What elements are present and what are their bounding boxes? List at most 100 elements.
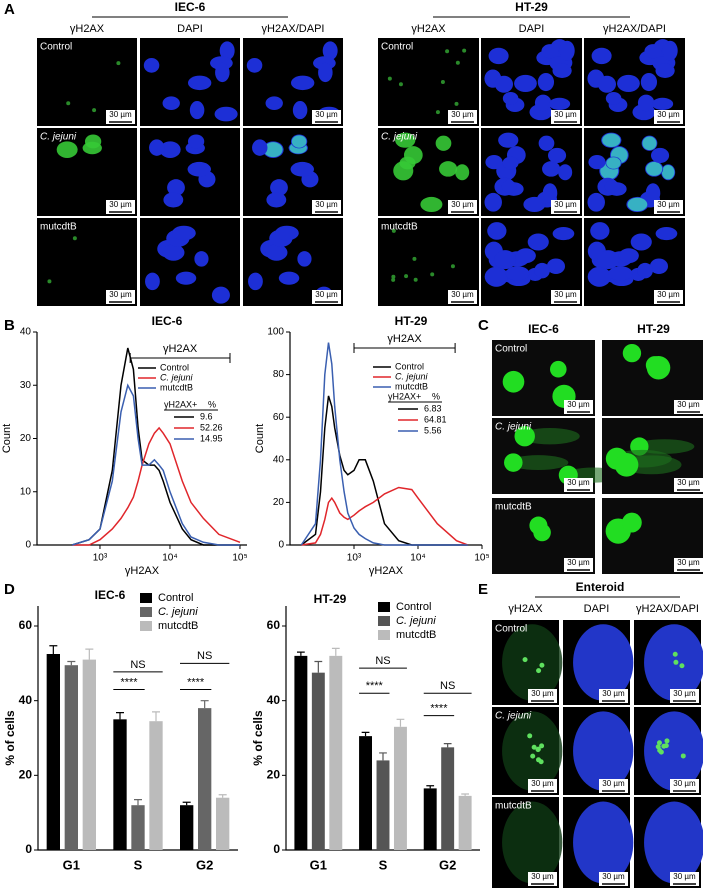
nucleus-merge: [606, 157, 621, 169]
scale-bar-box: [528, 689, 557, 703]
scale-bar-box: [106, 110, 135, 124]
series-line: [301, 486, 469, 546]
nucleus: [266, 192, 287, 208]
nucleus: [487, 222, 507, 240]
bar: [131, 805, 145, 850]
nucleus: [558, 164, 573, 181]
scale-bar-box: [564, 478, 593, 492]
column-label: γH2AX: [508, 603, 543, 615]
significance-label: NS: [130, 659, 145, 671]
y-tick-label: 40: [273, 454, 285, 465]
nucleus: [399, 156, 416, 170]
scale-bar-box: [528, 779, 557, 793]
enteroid: [573, 711, 634, 791]
scale-bar-label: 30 µm: [657, 110, 680, 119]
foci: [440, 80, 445, 85]
nucleus: [162, 96, 180, 110]
foci: [430, 272, 435, 277]
foci: [539, 662, 545, 668]
nucleus: [214, 106, 238, 122]
scale-bar-label: 30 µm: [531, 872, 554, 881]
nucleus: [534, 94, 552, 112]
nucleus: [538, 135, 555, 151]
legend-label: Control: [158, 592, 193, 604]
nucleus: [297, 251, 312, 267]
nucleus: [162, 244, 185, 261]
legend-swatch: [378, 630, 390, 640]
chart-title: IEC-6: [95, 588, 126, 602]
scale-bar-box: [551, 200, 580, 214]
nucleus: [649, 258, 669, 275]
legend-label: C. jejuni: [158, 606, 198, 618]
foci: [672, 651, 678, 657]
series-line: [72, 426, 241, 546]
nucleus: [587, 192, 605, 212]
scale-bar-box: [448, 290, 477, 304]
table-header: %: [432, 391, 440, 401]
nucleus: [655, 227, 678, 241]
foci: [535, 746, 541, 752]
nucleus: [618, 248, 639, 264]
error-bar: [49, 645, 58, 654]
gate-label: γH2AX: [387, 333, 422, 345]
nucleus: [274, 225, 299, 241]
foci: [404, 274, 409, 279]
foci: [454, 101, 459, 106]
gate: [129, 353, 231, 363]
nucleus: [292, 101, 308, 120]
bar: [329, 655, 343, 850]
column-label: γH2AX/DAPI: [262, 23, 325, 35]
nucleus: [435, 135, 452, 151]
foci: [47, 279, 52, 284]
bar: [216, 797, 230, 850]
error-bar: [182, 801, 191, 806]
enteroid: [573, 801, 634, 884]
bar: [198, 708, 212, 850]
x-tick-label: S: [134, 857, 143, 872]
nucleus: [597, 250, 620, 270]
gate-percent: 64.81: [424, 414, 447, 424]
group-title: Enteroid: [576, 580, 625, 594]
nucleus-merge: [602, 133, 621, 148]
foci: [656, 740, 662, 746]
legend-swatch: [140, 593, 152, 603]
scale-bar-box: [654, 200, 683, 214]
y-tick-label: 60: [267, 618, 281, 632]
row-label: Control: [495, 344, 527, 355]
enteroid: [573, 624, 634, 701]
foci: [450, 264, 455, 269]
scale-bar-box: [551, 110, 580, 124]
nucleus: [604, 180, 620, 193]
row-label: mutcdtB: [381, 222, 418, 233]
row-label: Control: [495, 624, 527, 635]
nucleus: [651, 97, 674, 110]
error-bar: [379, 752, 387, 761]
error-bar: [443, 743, 452, 748]
y-tick-label: 60: [273, 412, 285, 423]
scale-bar-box: [599, 872, 628, 886]
scale-bar-box: [670, 689, 699, 703]
legend-swatch: [140, 621, 152, 631]
column-label: γH2AX: [70, 23, 105, 35]
foci: [680, 753, 686, 759]
nucleus: [215, 62, 230, 83]
nucleus: [484, 266, 509, 287]
scale-bar-box: [599, 689, 628, 703]
foci: [539, 743, 545, 749]
scale-bar-box: [654, 290, 683, 304]
scale-bar-box: [674, 478, 703, 492]
nucleus: [547, 147, 567, 164]
nucleus: [645, 183, 661, 203]
nucleus: [523, 196, 546, 213]
foci: [661, 743, 667, 749]
error-bar: [116, 712, 124, 720]
comet-head: [502, 370, 525, 393]
foci: [391, 277, 396, 282]
nucleus-merge: [645, 161, 663, 176]
scale-bar-box: [106, 290, 135, 304]
y-tick-label: 30: [20, 380, 32, 391]
nucleus: [605, 91, 622, 105]
gate-percent: 14.95: [200, 433, 223, 443]
series-line: [71, 383, 240, 546]
nucleus: [548, 97, 571, 110]
